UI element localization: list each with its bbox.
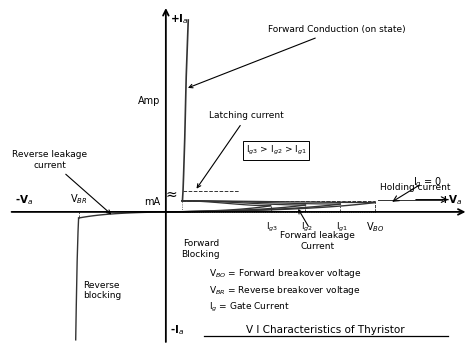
Text: I$_g$ = Gate Current: I$_g$ = Gate Current [210, 301, 290, 314]
Text: V$_{BR}$ = Reverse breakover voltage: V$_{BR}$ = Reverse breakover voltage [210, 284, 361, 297]
Text: Holding current: Holding current [380, 183, 451, 192]
Text: -I$_a$: -I$_a$ [170, 324, 184, 337]
Text: V$_{BO}$: V$_{BO}$ [366, 220, 384, 234]
Text: V$_{BO}$ = Forward breakover voltage: V$_{BO}$ = Forward breakover voltage [210, 267, 362, 280]
Text: V I Characteristics of Thyristor: V I Characteristics of Thyristor [246, 325, 405, 335]
Text: +V$_a$: +V$_a$ [440, 193, 463, 207]
Text: Forward Conduction (on state): Forward Conduction (on state) [189, 25, 405, 88]
Text: Latching current: Latching current [197, 111, 284, 188]
Text: +I$_a$: +I$_a$ [170, 13, 189, 26]
Text: Forward leakage
Current: Forward leakage Current [280, 210, 355, 251]
Text: I$_{g3}$: I$_{g3}$ [266, 220, 278, 233]
Text: I$_g$ = 0: I$_g$ = 0 [413, 175, 442, 190]
Text: I$_{g2}$: I$_{g2}$ [301, 220, 313, 233]
Text: I$_{g1}$: I$_{g1}$ [336, 220, 348, 233]
Text: Reverse leakage
current: Reverse leakage current [12, 150, 110, 214]
Text: V$_{BR}$: V$_{BR}$ [70, 192, 87, 206]
Text: mA: mA [144, 197, 160, 206]
Text: Reverse
blocking: Reverse blocking [83, 281, 121, 300]
Text: Forward
Blocking: Forward Blocking [182, 239, 220, 259]
Text: Amp: Amp [137, 96, 160, 106]
Text: I$_{g3}$ > I$_{g2}$ > I$_{g1}$: I$_{g3}$ > I$_{g2}$ > I$_{g1}$ [246, 144, 307, 157]
Text: -V$_a$: -V$_a$ [15, 193, 33, 207]
Text: ≈: ≈ [165, 188, 177, 202]
